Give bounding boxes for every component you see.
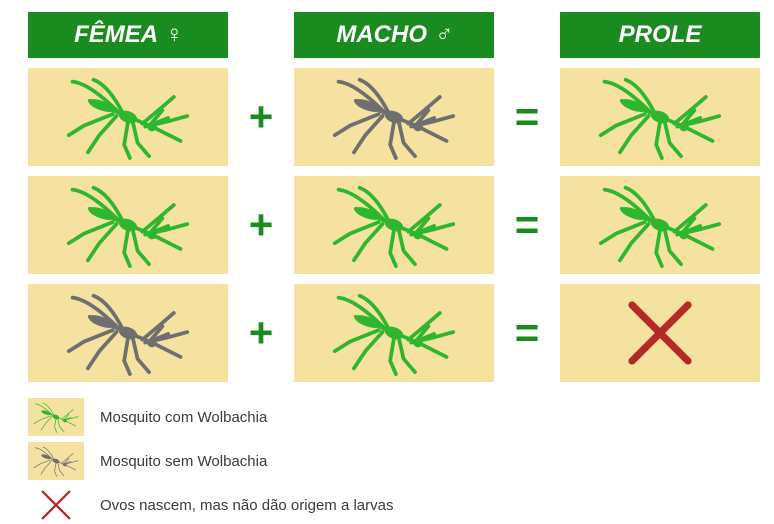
cell-row1-offspring — [560, 68, 760, 166]
equals-operator: = — [502, 176, 552, 274]
mosquito-icon — [590, 182, 730, 268]
breeding-grid: FÊMEA ♀ MACHO ♂ PROLE — [28, 12, 754, 382]
mosquito-icon — [324, 290, 464, 376]
legend-row-without: Mosquito sem Wolbachia — [28, 442, 754, 480]
mosquito-icon — [324, 182, 464, 268]
mosquito-icon — [58, 182, 198, 268]
mosquito-icon — [58, 290, 198, 376]
mosquito-icon — [31, 400, 81, 434]
legend-text-with: Mosquito com Wolbachia — [100, 409, 267, 426]
header-male-label: MACHO ♂ — [336, 21, 451, 49]
equals-operator: = — [502, 284, 552, 382]
cross-icon — [615, 293, 705, 373]
legend-swatch-with — [28, 398, 84, 436]
legend-row-with: Mosquito com Wolbachia — [28, 398, 754, 436]
legend-swatch-cross — [28, 486, 84, 524]
mosquito-icon — [590, 74, 730, 160]
cell-row2-male — [294, 176, 494, 274]
legend-swatch-without — [28, 442, 84, 480]
mosquito-icon — [324, 74, 464, 160]
mosquito-icon — [31, 444, 81, 478]
header-male: MACHO ♂ — [294, 12, 494, 58]
cell-row3-offspring — [560, 284, 760, 382]
legend-row-cross: Ovos nascem, mas não dão origem a larvas — [28, 486, 754, 524]
legend: Mosquito com Wolbachia — [28, 398, 754, 524]
cell-row3-female — [28, 284, 228, 382]
header-offspring: PROLE — [560, 12, 760, 58]
cell-row3-male — [294, 284, 494, 382]
header-offspring-label: PROLE — [619, 21, 702, 49]
cell-row2-female — [28, 176, 228, 274]
legend-text-without: Mosquito sem Wolbachia — [100, 453, 267, 470]
cross-icon — [37, 486, 75, 524]
plus-operator: + — [236, 176, 286, 274]
header-female-label: FÊMEA ♀ — [74, 21, 182, 49]
mosquito-icon — [58, 74, 198, 160]
header-female: FÊMEA ♀ — [28, 12, 228, 58]
spacer — [236, 12, 286, 58]
plus-operator: + — [236, 284, 286, 382]
legend-text-cross: Ovos nascem, mas não dão origem a larvas — [100, 497, 393, 514]
cell-row2-offspring — [560, 176, 760, 274]
spacer — [502, 12, 552, 58]
plus-operator: + — [236, 68, 286, 166]
equals-operator: = — [502, 68, 552, 166]
cell-row1-male — [294, 68, 494, 166]
cell-row1-female — [28, 68, 228, 166]
